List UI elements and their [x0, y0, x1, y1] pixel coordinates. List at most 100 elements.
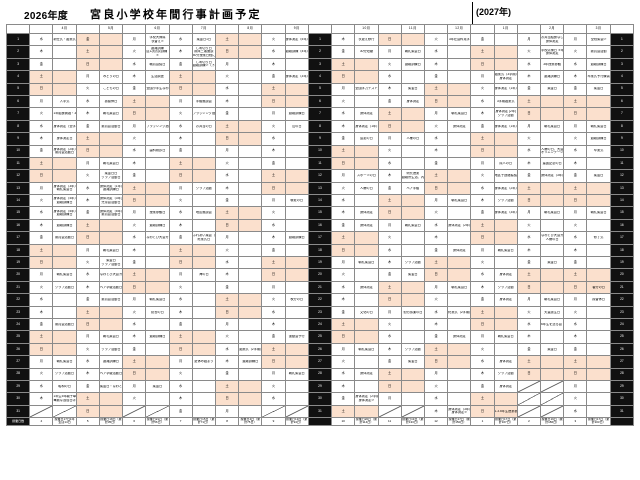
event-cell-3月[interactable]: 委員会活動 [586, 45, 611, 59]
event-cell-5月[interactable]: 朝礼集会日 [98, 330, 124, 344]
event-cell-11月[interactable] [400, 330, 425, 344]
event-cell-12月[interactable] [447, 256, 472, 270]
event-cell-8月[interactable] [238, 218, 263, 233]
event-cell-2月[interactable]: 天皇誕生日 [540, 305, 565, 320]
event-cell-12月[interactable] [447, 206, 472, 220]
event-cell-2月[interactable]: 身体測定（3年） [540, 169, 565, 183]
event-cell-9月[interactable] [284, 132, 309, 146]
event-cell-10月[interactable]: スポーツの日 [354, 169, 379, 183]
event-cell-4月[interactable]: 委員会活動日 [52, 231, 77, 245]
event-cell-12月[interactable] [447, 82, 472, 96]
event-cell-11月[interactable]: クラブ活動 [400, 256, 425, 270]
event-cell-7月[interactable]: 夏休み始まり [191, 355, 216, 369]
event-cell-4月[interactable] [52, 330, 77, 344]
event-cell-12月[interactable]: 身体測定 [447, 243, 472, 258]
event-cell-12月[interactable] [447, 317, 472, 332]
event-cell-10月[interactable] [354, 70, 379, 84]
event-cell-3月[interactable] [586, 94, 611, 109]
event-cell-10月[interactable] [354, 243, 379, 258]
event-cell-5月[interactable] [98, 305, 124, 320]
event-cell-6月[interactable] [145, 317, 170, 332]
event-cell-9月[interactable]: 身体測定（5年） [284, 32, 309, 47]
event-cell-empty[interactable] [145, 404, 170, 419]
event-cell-8月[interactable] [238, 317, 263, 332]
event-cell-4月[interactable]: 身体測定（全学年） [52, 119, 77, 134]
event-cell-5月[interactable]: みどりの日 [98, 70, 124, 84]
event-cell-5月[interactable] [98, 144, 124, 158]
event-cell-7月[interactable] [191, 317, 216, 332]
event-cell-7月[interactable] [191, 194, 216, 208]
event-cell-10月[interactable]: 朝礼集会日 [354, 342, 379, 357]
event-cell-7月[interactable] [191, 144, 216, 158]
event-cell-12月[interactable] [447, 231, 472, 245]
event-cell-5月[interactable] [98, 392, 124, 406]
event-cell-4月[interactable]: 身体測定（4年） 避難訓練日 [52, 194, 77, 208]
event-cell-7月[interactable] [191, 256, 216, 270]
event-cell-5月[interactable] [98, 32, 124, 47]
event-cell-2月[interactable]: お弁当給食なし学級会身体測定 [540, 32, 565, 47]
event-cell-7月[interactable] [191, 404, 216, 419]
event-cell-6月[interactable]: 生活調査 [145, 70, 170, 84]
event-cell-9月[interactable] [284, 206, 309, 220]
event-cell-12月[interactable] [447, 355, 472, 369]
event-cell-2月[interactable]: 集金日 [540, 256, 565, 270]
event-cell-9月[interactable]: 敬老の日 [284, 194, 309, 208]
event-cell-3月[interactable] [586, 218, 611, 233]
event-cell-12月[interactable] [447, 144, 472, 158]
event-cell-7月[interactable]: 地区懇談会 [191, 206, 216, 220]
event-cell-8月[interactable] [238, 156, 263, 171]
event-cell-3月[interactable] [586, 305, 611, 320]
event-cell-1月[interactable]: 始業式（3学期） 身体測定 [493, 70, 518, 84]
event-cell-6月[interactable] [145, 342, 170, 357]
event-cell-8月[interactable] [238, 293, 263, 307]
event-cell-6月[interactable]: なわとび大会カード・1年 [145, 231, 170, 245]
event-cell-2月[interactable]: 学校清掃日 ③年生保護者会身体測定 [540, 45, 565, 59]
event-cell-8月[interactable] [238, 181, 263, 196]
event-cell-8月[interactable] [238, 82, 263, 96]
event-cell-1月[interactable]: 身体測定（1年） [493, 119, 518, 134]
event-cell-11月[interactable] [400, 392, 425, 406]
event-cell-5月[interactable]: こどもの日 [98, 82, 124, 96]
event-cell-12月[interactable]: 身体測定（2年） [447, 218, 472, 233]
event-cell-11月[interactable]: クラブ活動 [400, 342, 425, 357]
event-cell-10月[interactable] [354, 317, 379, 332]
event-cell-4月[interactable] [52, 293, 77, 307]
event-cell-8月[interactable] [238, 144, 263, 158]
event-cell-6月[interactable] [145, 107, 170, 121]
event-cell-2月[interactable] [540, 181, 565, 196]
event-cell-7月[interactable] [191, 367, 216, 381]
event-cell-1月[interactable] [493, 57, 518, 72]
event-cell-6月[interactable] [145, 367, 170, 381]
event-cell-10月[interactable]: 身体測定 [354, 218, 379, 233]
event-cell-12月[interactable] [447, 45, 472, 59]
event-cell-4月[interactable]: 昭和の日 [52, 379, 77, 394]
event-cell-6月[interactable] [145, 194, 170, 208]
event-cell-9月[interactable]: 山の日 [284, 119, 309, 134]
event-cell-9月[interactable] [284, 317, 309, 332]
event-cell-11月[interactable] [400, 107, 425, 121]
event-cell-2月[interactable] [540, 355, 565, 369]
event-cell-12月[interactable]: 3年社会科見学 [447, 32, 472, 47]
event-cell-10月[interactable] [354, 355, 379, 369]
event-cell-11月[interactable] [400, 194, 425, 208]
event-cell-5月[interactable]: 集金日 クラブ活動日 [98, 256, 124, 270]
event-cell-2月[interactable] [540, 330, 565, 344]
event-cell-1月[interactable]: 朝礼集会日 [493, 330, 518, 344]
event-cell-11月[interactable]: 集金日 [400, 82, 425, 96]
event-cell-10月[interactable]: 遠足の日 [354, 132, 379, 146]
event-cell-9月[interactable] [284, 243, 309, 258]
event-cell-3月[interactable]: 春分の日 [586, 280, 611, 295]
event-cell-5月[interactable]: 朝礼集会日 [98, 107, 124, 121]
event-cell-8月[interactable] [238, 404, 263, 419]
event-cell-9月[interactable] [284, 392, 309, 406]
event-cell-3月[interactable] [586, 367, 611, 381]
event-cell-5月[interactable] [98, 45, 124, 59]
event-cell-7月[interactable] [191, 243, 216, 258]
event-cell-2月[interactable] [540, 367, 565, 381]
event-cell-7月[interactable]: ブラッシング指導（1年・2年生） [191, 107, 216, 121]
event-cell-4月[interactable] [52, 57, 77, 72]
event-cell-9月[interactable] [284, 305, 309, 320]
event-cell-9月[interactable] [284, 268, 309, 282]
event-cell-1月[interactable] [493, 256, 518, 270]
event-cell-12月[interactable] [447, 132, 472, 146]
